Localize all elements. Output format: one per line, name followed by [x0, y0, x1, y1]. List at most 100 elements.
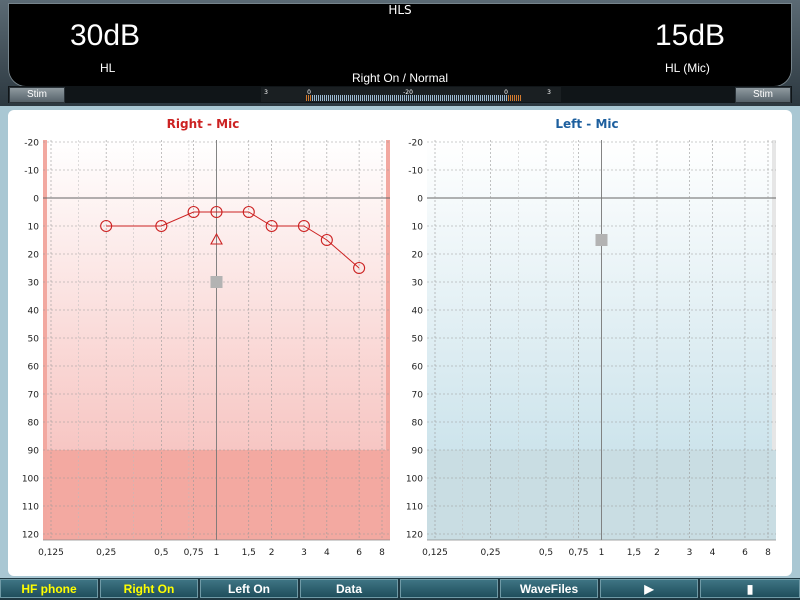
vu-segment: [324, 95, 325, 101]
x-tick-label: 0,5: [154, 548, 168, 558]
bottom-toolbar: HF phone Right On Left On Data WaveFiles…: [0, 578, 800, 600]
vu-segment: [392, 95, 393, 101]
vu-segment: [434, 95, 435, 101]
vu-segment: [440, 95, 441, 101]
vu-segment: [402, 95, 403, 101]
stim-right-button[interactable]: Stim: [735, 87, 791, 103]
vu-segment: [362, 95, 363, 101]
y-tick-label: 70: [412, 391, 424, 401]
vu-segment: [510, 95, 511, 101]
threshold-point: [242, 205, 255, 219]
empty-button[interactable]: [400, 579, 498, 598]
audiogram-left[interactable]: -20 -10 0 10 20 30 40 50 60 70 80 90 100 110 120 0,125 0…: [392, 110, 792, 576]
vu-segment: [386, 95, 387, 101]
x-tick-label: 0,25: [96, 548, 116, 558]
wavefiles-button[interactable]: WaveFiles: [500, 579, 598, 598]
vu-segment: [476, 95, 477, 101]
vu-segment: [316, 95, 317, 101]
vu-segment: [492, 95, 493, 101]
right-edge-band: [772, 140, 776, 450]
audiogram-right[interactable]: -20 -10 0 10 20 30 40 50 60 70 80 90 100 110 120 0,125 0…: [8, 110, 400, 576]
vu-segment: [498, 95, 499, 101]
vu-segment: [512, 95, 513, 101]
left-on-button[interactable]: Left On: [200, 579, 298, 598]
y-tick-label: 10: [28, 223, 40, 233]
data-button[interactable]: Data: [300, 579, 398, 598]
vu-segment: [414, 95, 415, 101]
x-tick-label: 8: [379, 548, 385, 558]
vu-segment: [464, 95, 465, 101]
vu-segment: [314, 95, 315, 101]
y-tick-label: 60: [412, 363, 424, 373]
vu-segment: [488, 95, 489, 101]
right-on-button[interactable]: Right On: [100, 579, 198, 598]
x-tick-label: 1,5: [242, 548, 256, 558]
threshold-point: [320, 233, 333, 247]
vu-segment: [396, 95, 397, 101]
vu-segment: [376, 95, 377, 101]
stim-left-button[interactable]: Stim: [9, 87, 65, 103]
vu-segment: [466, 95, 467, 101]
vu-segment: [502, 95, 503, 101]
vu-meter: 3 0 -20 0 3: [261, 87, 561, 102]
vu-segment: [378, 95, 379, 101]
threshold-point: [210, 205, 223, 219]
vu-segment: [330, 95, 331, 101]
vu-tick-label: -20: [403, 89, 413, 96]
masked-threshold-marker: [210, 232, 223, 245]
vu-segment: [426, 95, 427, 101]
vu-segment: [350, 95, 351, 101]
x-tick-label: 1: [599, 548, 605, 558]
play-icon[interactable]: ▶: [600, 579, 698, 598]
y-tick-label: -20: [24, 139, 39, 149]
vu-segment: [516, 95, 517, 101]
vu-segment: [374, 95, 375, 101]
stop-icon[interactable]: ▮: [700, 579, 800, 598]
y-tick-label: 60: [28, 363, 40, 373]
vu-segment: [370, 95, 371, 101]
vu-segment: [326, 95, 327, 101]
app-title: HLS: [388, 3, 412, 17]
vu-segment: [388, 95, 389, 101]
threshold-point: [155, 219, 168, 233]
vu-segment: [436, 95, 437, 101]
vu-segment: [312, 95, 313, 101]
vu-segment: [322, 95, 323, 101]
y-tick-label: 50: [28, 335, 40, 345]
y-tick-label: -20: [408, 139, 423, 149]
y-tick-label: 80: [412, 419, 424, 429]
vu-segment: [446, 95, 447, 101]
vu-segment: [424, 95, 425, 101]
x-tick-label: 3: [687, 548, 693, 558]
vu-segment: [406, 95, 407, 101]
vu-segment: [460, 95, 461, 101]
vu-segment: [508, 95, 509, 101]
y-tick-label: 0: [417, 195, 423, 205]
vu-segment: [398, 95, 399, 101]
vu-segment: [472, 95, 473, 101]
vu-segment: [342, 95, 343, 101]
vu-tick-label: 3: [264, 89, 268, 96]
y-tick-label: 90: [28, 447, 40, 457]
vu-segment: [482, 95, 483, 101]
threshold-point: [100, 219, 113, 233]
vu-segment: [410, 95, 411, 101]
y-tick-label: -10: [408, 167, 423, 177]
stimulus-level-marker: [210, 276, 223, 288]
x-tick-label: 6: [742, 548, 748, 558]
y-tick-label: 40: [412, 307, 424, 317]
vu-segment: [360, 95, 361, 101]
stimulus-level-marker: [595, 234, 608, 246]
x-tick-label: 2: [269, 548, 275, 558]
y-tick-label: 30: [412, 279, 424, 289]
vu-segment: [320, 95, 321, 101]
vu-tick-label: 0: [504, 89, 508, 96]
x-tick-label: 0,75: [568, 548, 588, 558]
y-tick-label: 110: [22, 503, 39, 513]
hf-phone-button[interactable]: HF phone: [0, 579, 98, 598]
vu-segment: [500, 95, 501, 101]
x-tick-label: 6: [356, 548, 362, 558]
vu-tick-label: 3: [547, 89, 551, 96]
audiogram-area: Right - Mic Left - Mic -20 -10 0 10 20 30 40 50…: [8, 110, 792, 576]
chart-title-right: Right - Mic: [166, 117, 240, 131]
